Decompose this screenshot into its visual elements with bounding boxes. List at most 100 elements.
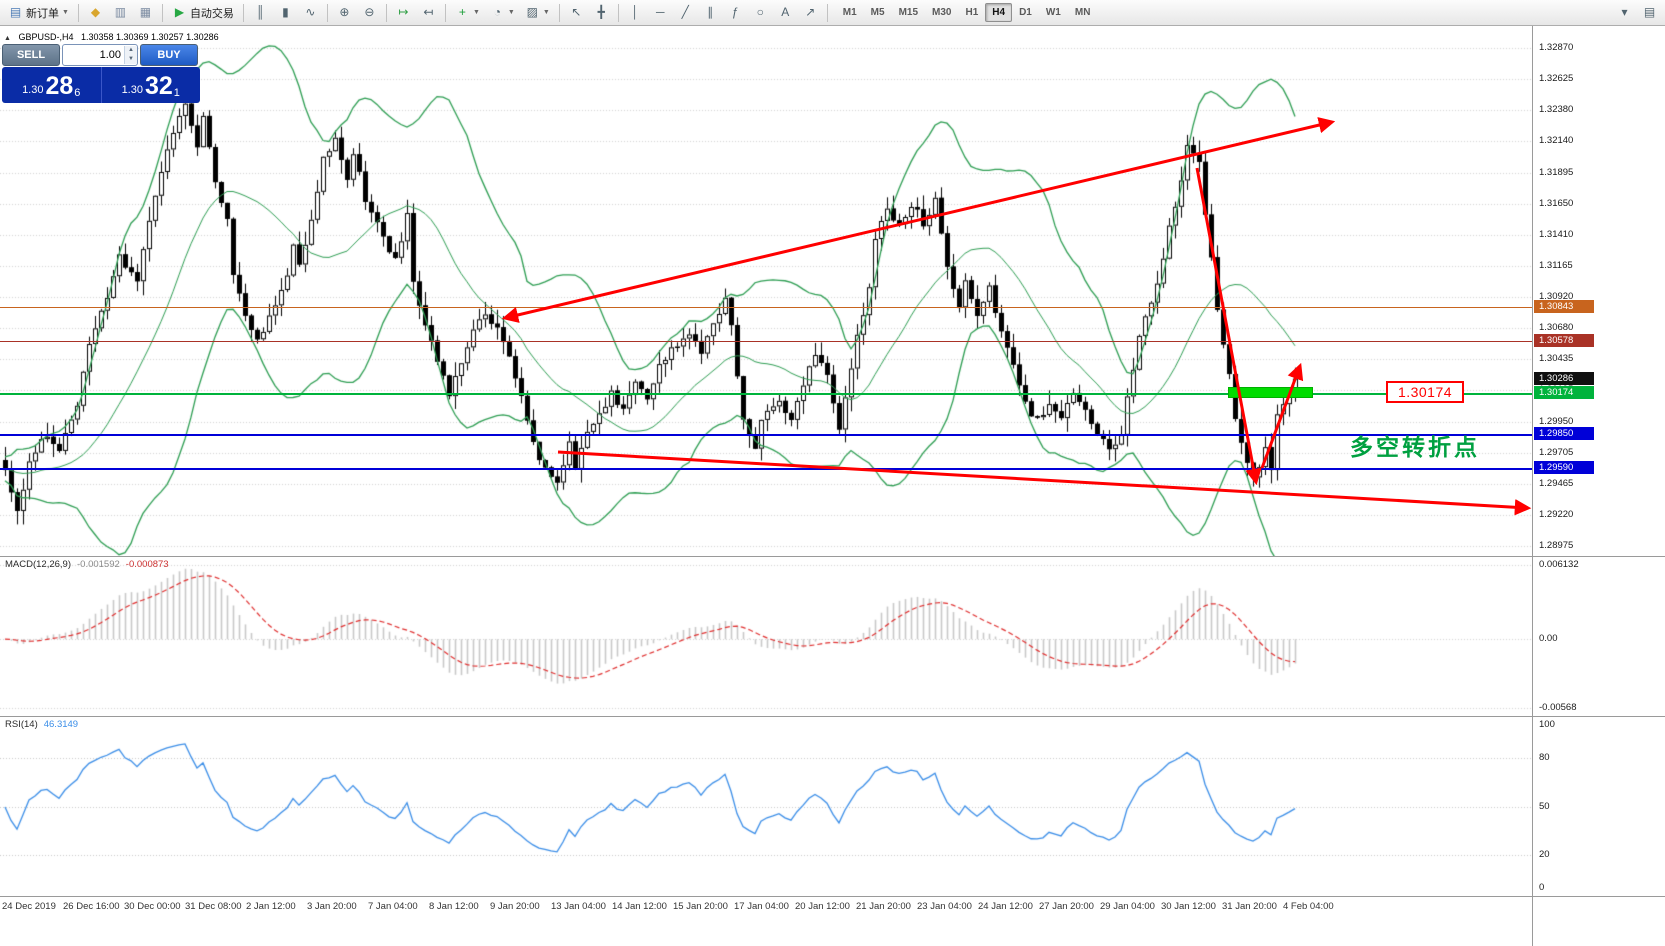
- toolbar-separator: [77, 3, 79, 22]
- price-callout[interactable]: 1.30174: [1386, 381, 1464, 403]
- shapes-button[interactable]: ○: [748, 2, 773, 23]
- rsi-canvas[interactable]: [0, 717, 1532, 896]
- time-axis-label: 20 Jan 12:00: [795, 901, 850, 912]
- chart-shift-button[interactable]: ↤: [416, 2, 441, 23]
- channel-icon: ∥: [707, 5, 714, 19]
- market-watch-button[interactable]: ◆: [83, 2, 108, 23]
- autotrading-button-label: 自动交易: [189, 7, 234, 20]
- navigator-button[interactable]: ▥: [108, 2, 133, 23]
- time-axis-label: 27 Jan 20:00: [1039, 901, 1094, 912]
- toolbar-customize-button[interactable]: ▾: [1612, 2, 1637, 23]
- volume-input[interactable]: [63, 49, 124, 61]
- panel-separator[interactable]: [0, 716, 1665, 717]
- chart-candles-button[interactable]: ▮: [273, 2, 298, 23]
- time-axis-label: 24 Dec 2019: [2, 901, 56, 912]
- periods-button[interactable]: ◔ ▼: [485, 2, 520, 23]
- add-indicator-icon: +: [458, 5, 466, 19]
- level-line-1.30174[interactable]: [0, 393, 1532, 395]
- level-line-1.2959[interactable]: [0, 468, 1532, 470]
- toolbar-separator: [242, 3, 244, 22]
- rsi-label: RSI(14) 46.3149: [5, 719, 79, 730]
- macd-panel[interactable]: MACD(12,26,9) -0.001592 -0.000873: [0, 557, 1532, 716]
- time-axis-label: 21 Jan 20:00: [856, 901, 911, 912]
- dropdown-caret-icon: ▼: [472, 9, 480, 16]
- horizontal-line-button[interactable]: ─: [648, 2, 673, 23]
- macd-canvas[interactable]: [0, 557, 1532, 716]
- arrows-button[interactable]: ↗: [798, 2, 823, 23]
- autotrading-button[interactable]: ▶ 自动交易: [167, 2, 239, 23]
- time-axis-label: 8 Jan 12:00: [429, 901, 479, 912]
- toolbar-separator: [385, 3, 387, 22]
- collapse-oct-icon[interactable]: ▲: [4, 35, 11, 42]
- channel-button[interactable]: ∥: [698, 2, 723, 23]
- new-order-button[interactable]: ▤ 新订单 ▼: [3, 2, 74, 23]
- volume-up-icon[interactable]: ▲: [125, 46, 137, 55]
- level-line-1.30578[interactable]: [0, 341, 1532, 342]
- buy-button[interactable]: BUY: [140, 44, 198, 66]
- price-scale-label: 1.28975: [1539, 540, 1574, 552]
- sell-price[interactable]: 1.30 28 6: [2, 67, 102, 103]
- timeframe-d1[interactable]: D1: [1019, 7, 1032, 18]
- chart-bars-button[interactable]: ║: [248, 2, 273, 23]
- volume-stepper[interactable]: ▲ ▼: [62, 44, 138, 66]
- horizontal-line-icon: ─: [655, 5, 665, 19]
- timeframe-h4[interactable]: H4: [985, 3, 1013, 22]
- cursor-button[interactable]: ↖: [564, 2, 589, 23]
- toolbar-separator: [161, 3, 163, 22]
- trendline-button[interactable]: ╱: [673, 2, 698, 23]
- price-scale-label: 1.31650: [1539, 197, 1574, 209]
- zoom-out-button[interactable]: ⊖: [357, 2, 382, 23]
- price-scale[interactable]: 1.32870 1.32625 1.32380 1.32140 1.31895 1.316…: [1532, 26, 1665, 946]
- rsi-scale-label: 100: [1539, 719, 1555, 730]
- dropdown-caret-icon: ▼: [507, 9, 515, 16]
- price-scale-label: 1.31895: [1539, 166, 1574, 178]
- timeframe-m1[interactable]: M1: [842, 7, 857, 18]
- macd-scale-label: 0.006132: [1539, 559, 1579, 570]
- toolbar-right-icons: ▾ ▤: [1612, 2, 1662, 23]
- price-scale-label: 1.29220: [1539, 509, 1574, 521]
- volume-down-icon[interactable]: ▼: [125, 55, 137, 64]
- crosshair-button[interactable]: ╋: [589, 2, 614, 23]
- chart-line-button[interactable]: ∿: [298, 2, 323, 23]
- indicators-button[interactable]: + ▼: [450, 2, 485, 23]
- level-line-1.2985[interactable]: [0, 434, 1532, 436]
- buy-price[interactable]: 1.30 32 1: [121, 72, 180, 100]
- dropdown-caret-icon: ▼: [542, 9, 550, 16]
- sell-button[interactable]: SELL: [2, 44, 60, 66]
- timeframe-m5[interactable]: M5: [870, 7, 885, 18]
- rsi-scale-label: 0: [1539, 882, 1545, 893]
- auto-scroll-button[interactable]: ↦: [391, 2, 416, 23]
- terminal-button[interactable]: ▦: [133, 2, 158, 23]
- time-axis-label: 23 Jan 04:00: [917, 901, 972, 912]
- panel-separator[interactable]: [0, 556, 1665, 557]
- price-chart-panel[interactable]: 1.30174 多空转折点 ▲ GBPUSD-,H4 1.30358 1.303…: [0, 26, 1532, 556]
- docking-button[interactable]: ▤: [1637, 2, 1662, 23]
- turning-point-text[interactable]: 多空转折点: [1350, 434, 1480, 460]
- fibonacci-icon: ƒ: [731, 5, 739, 19]
- templates-button[interactable]: ▨ ▼: [520, 2, 555, 23]
- candlestick-canvas[interactable]: [0, 26, 1532, 556]
- support-zone-highlight[interactable]: [1228, 387, 1313, 398]
- new-order-icon: ▤: [9, 5, 22, 19]
- level-line-1.30843[interactable]: [0, 307, 1532, 308]
- text-button[interactable]: A: [773, 2, 798, 23]
- timeframe-h1[interactable]: H1: [965, 7, 979, 18]
- auto-scroll-icon: ↦: [398, 5, 409, 19]
- timeframe-mn[interactable]: MN: [1074, 7, 1091, 18]
- fibonacci-button[interactable]: ƒ: [723, 2, 748, 23]
- timeframe-m15[interactable]: M15: [898, 7, 919, 18]
- panel-separator[interactable]: [0, 896, 1665, 897]
- templates-icon: ▨: [526, 5, 538, 19]
- price-scale-label: 1.32870: [1539, 41, 1574, 53]
- zoom-in-button[interactable]: ⊕: [332, 2, 357, 23]
- main-toolbar: ▤ 新订单 ▼ ◆ ▥ ▦ ▶ 自动交易 ║ ▮ ∿ ⊕ ⊖ ↦ ↤ + ▼ ◔ ▼ ▨ ▼ ↖ ╋ │ ─ ╱ ∥ ƒ ○ A ↗ M1 M5…: [0, 0, 1665, 26]
- vertical-line-button[interactable]: │: [623, 2, 648, 23]
- rsi-panel[interactable]: RSI(14) 46.3149: [0, 717, 1532, 896]
- time-axis-label: 2 Jan 12:00: [246, 901, 296, 912]
- timeframe-m30[interactable]: M30: [932, 7, 952, 18]
- time-axis[interactable]: 24 Dec 2019 26 Dec 16:00 30 Dec 00:00 31 De…: [0, 897, 1532, 920]
- timeframe-w1[interactable]: W1: [1045, 7, 1061, 18]
- time-axis-label: 24 Jan 12:00: [978, 901, 1033, 912]
- customize-icon: ▾: [1621, 5, 1628, 19]
- time-axis-label: 30 Dec 00:00: [124, 901, 181, 912]
